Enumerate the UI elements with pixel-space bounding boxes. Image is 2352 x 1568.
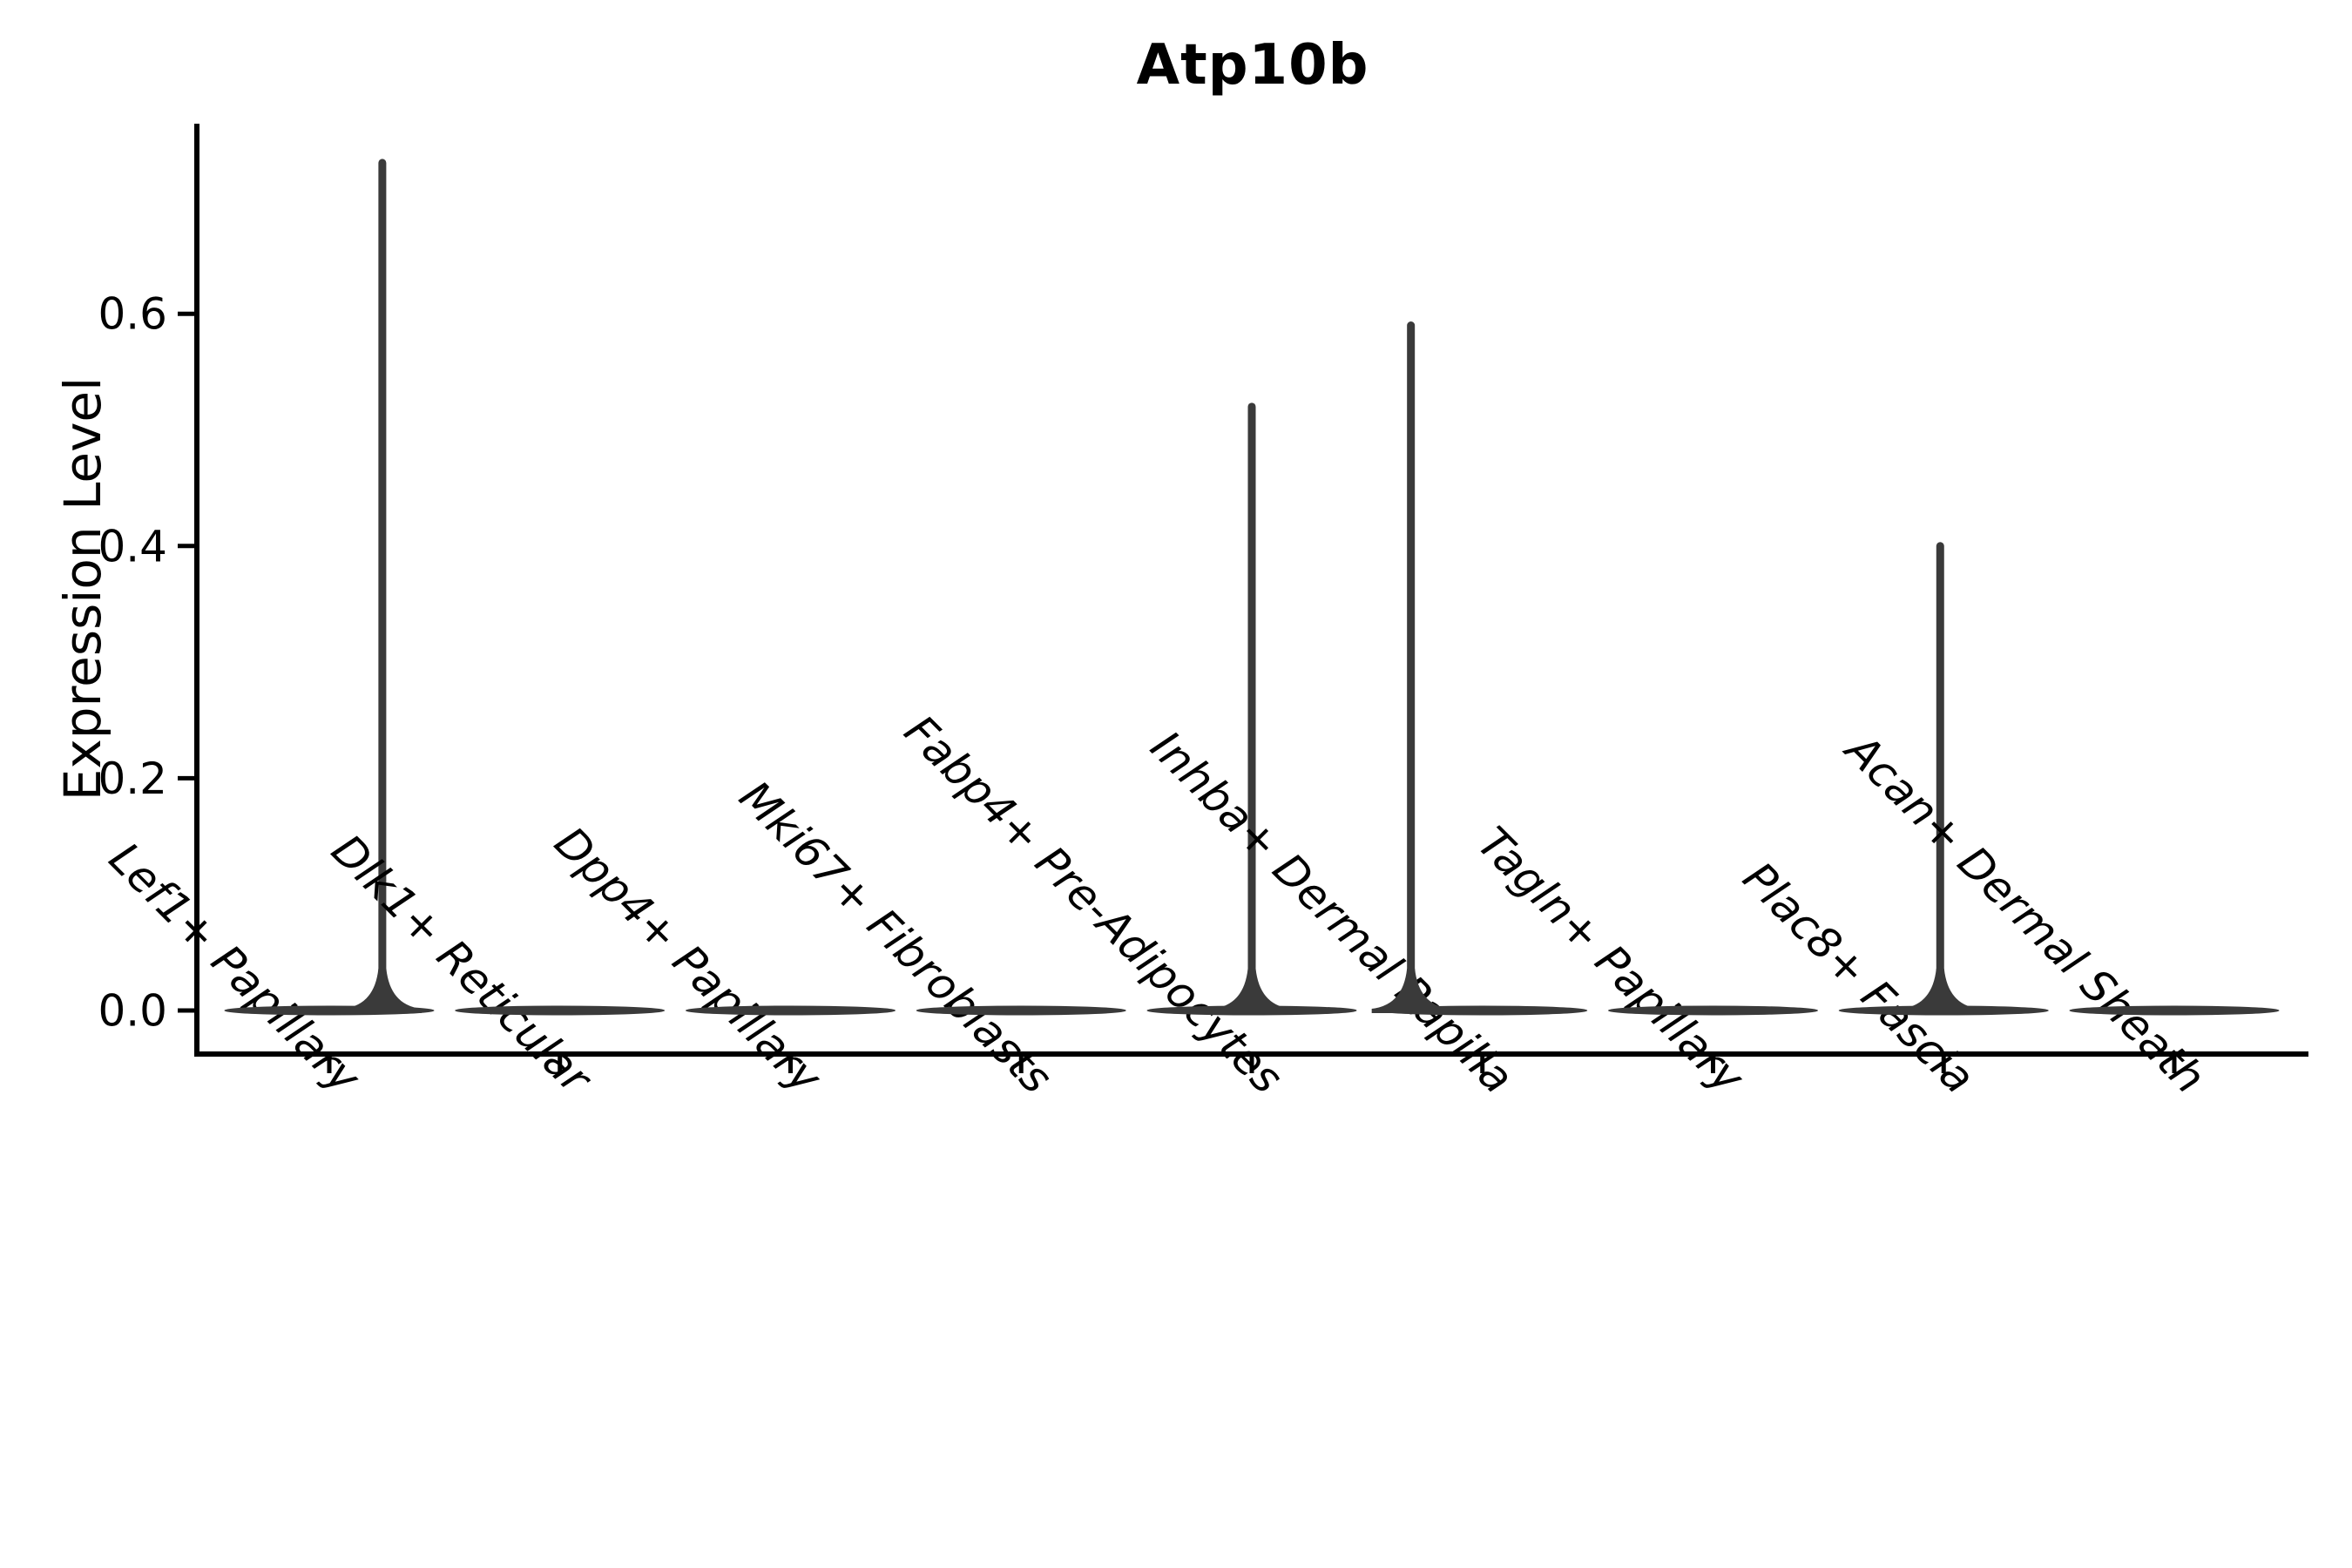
- violin-body: [2069, 1005, 2280, 1016]
- x-tick-label: Lef1+ Papillary: [99, 833, 370, 1104]
- x-tick-label: Fabp4+ Pre-Adipocytes: [895, 706, 1293, 1104]
- y-tick-label: 0.0: [98, 986, 167, 1037]
- y-tick-label: 0.6: [98, 289, 167, 340]
- violin-body: [455, 1005, 666, 1016]
- chart-title: Atp10b: [1136, 33, 1369, 98]
- x-tick-label: Acan+ Dermal Sheath: [1835, 723, 2215, 1104]
- x-tick-label: Inhba+ Dermal Papilla: [1141, 721, 1523, 1103]
- x-tick-label: Plac8+ Fascia: [1734, 853, 1984, 1104]
- violin-body: [686, 1005, 896, 1016]
- violin-body: [916, 1005, 1126, 1016]
- violin-body: [1608, 1005, 1818, 1016]
- y-tick-label: 0.4: [98, 521, 167, 571]
- y-tick-label: 0.2: [98, 754, 167, 804]
